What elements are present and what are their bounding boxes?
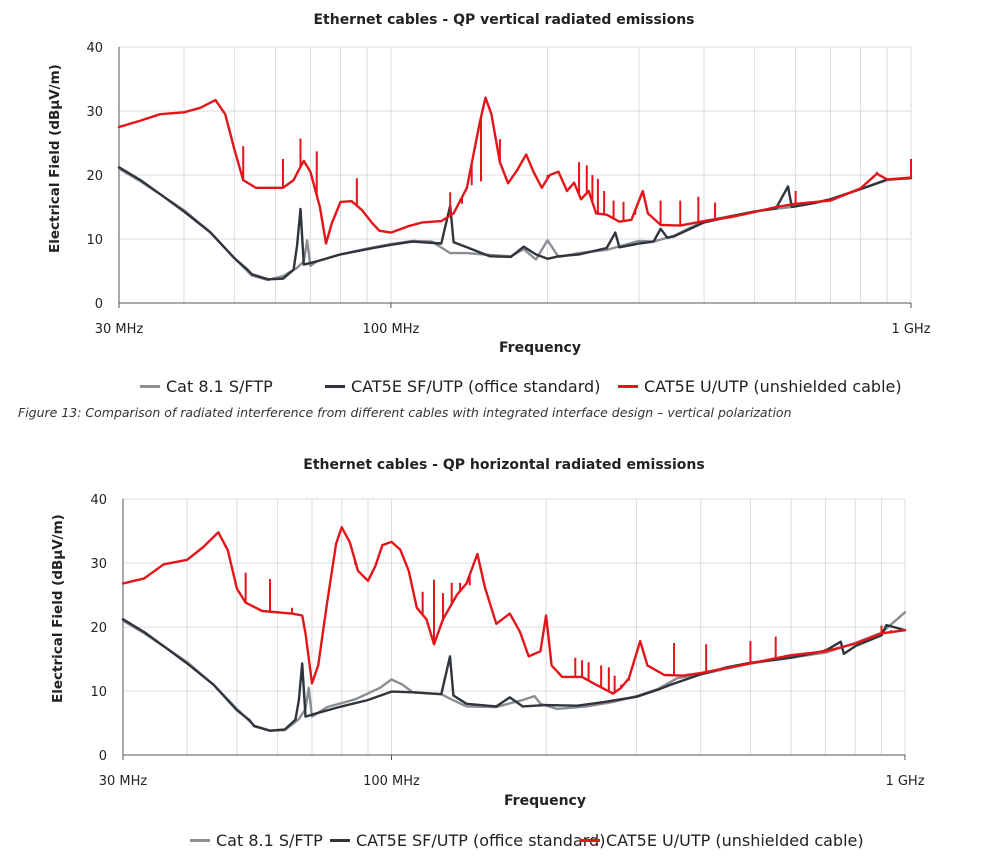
y-axis-label: Electrical Field (dBµV/m) — [50, 514, 66, 703]
chart-horizontal: Ethernet cables - QP horizontal radiated… — [0, 450, 1008, 857]
legend-label: CAT5E SF/UTP (office standard) — [351, 377, 601, 396]
legend-swatch-dark — [325, 385, 345, 388]
legend-item-cat81: Cat 8.1 S/FTP — [190, 831, 323, 850]
y-tick-label: 30 — [90, 557, 107, 572]
chart-title: Ethernet cables - QP vertical radiated e… — [313, 12, 695, 28]
x-tick-label: 30 MHz — [95, 322, 144, 337]
legend-label: Cat 8.1 S/FTP — [216, 831, 323, 850]
series-line-red — [117, 96, 913, 245]
series-line-red — [121, 526, 907, 695]
legend-swatch-red — [618, 385, 638, 388]
legend-item-cat5e-uutp: CAT5E U/UTP (unshielded cable) — [580, 831, 864, 850]
y-tick-label: 0 — [95, 297, 103, 312]
legend-label: CAT5E U/UTP (unshielded cable) — [644, 377, 902, 396]
plot-area-vertical: 0 10 20 30 40 30 MHz 100 MHz 1 GHz — [86, 41, 930, 337]
y-tick-label: 20 — [90, 621, 107, 636]
plot-area-horizontal: 0 10 20 30 40 30 MHz 100 MHz 1 GHz — [90, 493, 924, 789]
legend-label: Cat 8.1 S/FTP — [166, 377, 273, 396]
legend-label: CAT5E U/UTP (unshielded cable) — [606, 831, 864, 850]
legend-label: CAT5E SF/UTP (office standard) — [356, 831, 606, 850]
series-line-dark — [121, 618, 907, 732]
figure-caption: Figure 13: Comparison of radiated interf… — [18, 405, 792, 420]
x-tick-label: 100 MHz — [363, 322, 420, 337]
legend-item-cat81: Cat 8.1 S/FTP — [140, 377, 273, 396]
y-axis-label: Electrical Field (dBµV/m) — [47, 64, 63, 253]
legend-swatch-grey — [190, 839, 210, 842]
y-tick-label: 10 — [90, 685, 107, 700]
legend-swatch-red — [580, 839, 600, 842]
x-tick-label: 1 GHz — [885, 774, 924, 789]
chart-title: Ethernet cables - QP horizontal radiated… — [303, 457, 705, 473]
series-line-dark — [117, 166, 913, 281]
x-axis-label: Frequency — [499, 340, 581, 356]
y-tick-label: 40 — [90, 493, 107, 508]
legend-item-cat5e-uutp: CAT5E U/UTP (unshielded cable) — [618, 377, 902, 396]
legend-swatch-grey — [140, 385, 160, 388]
y-tick-label: 40 — [86, 41, 103, 56]
series-line-grey — [117, 167, 913, 282]
y-tick-label: 0 — [99, 749, 107, 764]
y-tick-label: 30 — [86, 105, 103, 120]
chart-vertical: Ethernet cables - QP vertical radiated e… — [0, 0, 1008, 400]
legend-item-cat5e-sfutp: CAT5E SF/UTP (office standard) — [325, 377, 600, 396]
x-tick-label: 1 GHz — [891, 322, 930, 337]
y-tick-label: 20 — [86, 169, 103, 184]
x-tick-label: 30 MHz — [99, 774, 148, 789]
legend-item-cat5e-sfutp: CAT5E SF/UTP (office standard) — [330, 831, 605, 850]
x-axis-label: Frequency — [504, 793, 586, 809]
y-tick-label: 10 — [86, 233, 103, 248]
x-tick-label: 100 MHz — [363, 774, 420, 789]
legend-swatch-dark — [330, 839, 350, 842]
